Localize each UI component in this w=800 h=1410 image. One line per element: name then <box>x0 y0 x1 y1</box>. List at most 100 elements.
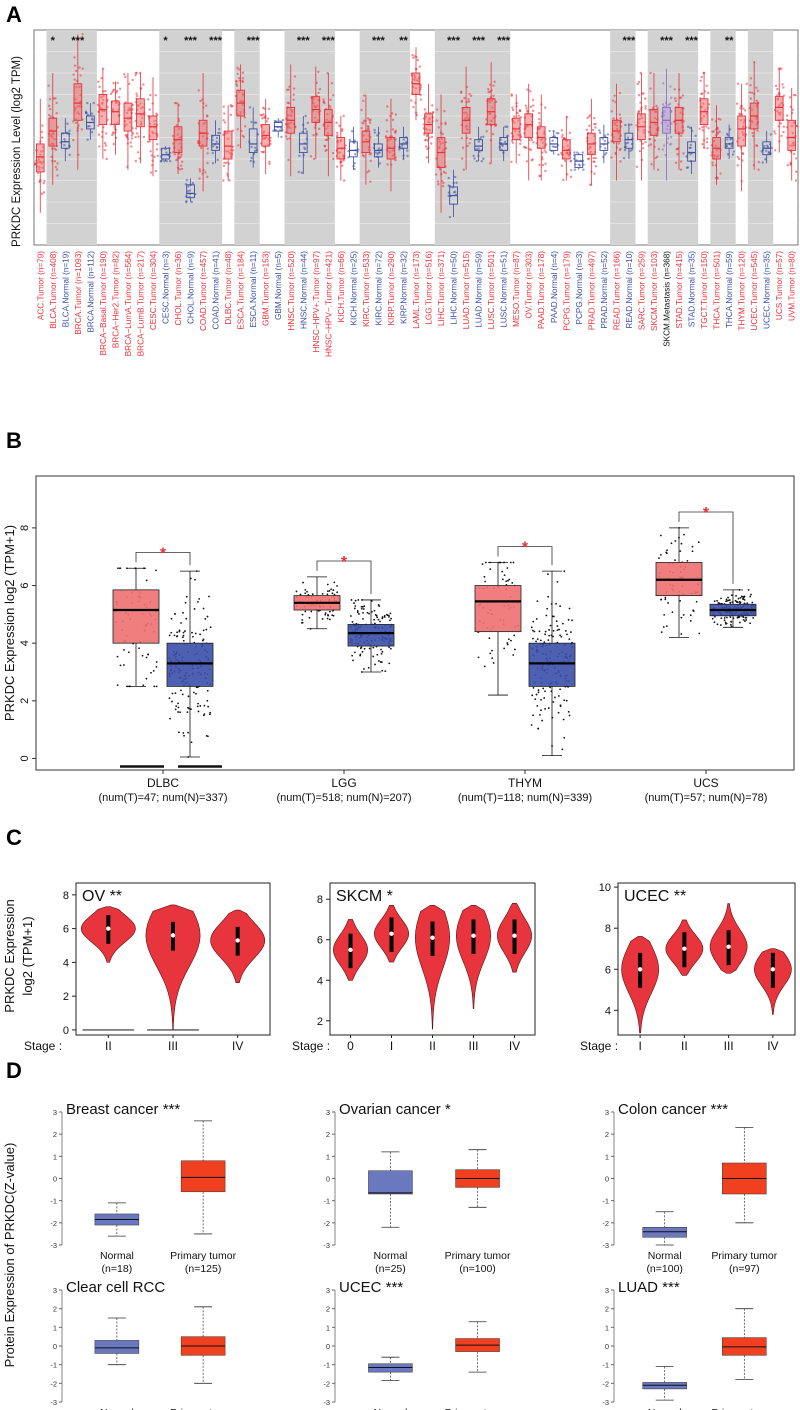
panel-b-point <box>372 646 375 649</box>
panel-a-point <box>104 144 108 147</box>
panel-b-point <box>185 595 188 598</box>
panel-a-point <box>641 147 645 150</box>
panel-b-group-label: UCS <box>693 776 718 790</box>
panel-a-point <box>515 101 518 105</box>
panel-a-xtick-label: PCPG.Tumor (n=179) <box>562 251 571 331</box>
panel-a-point <box>288 85 291 88</box>
panel-a-point <box>211 162 215 165</box>
panel-a-point <box>42 181 45 185</box>
panel-a-point <box>518 109 522 113</box>
panel-b-point <box>197 710 200 713</box>
panel-b-point <box>547 639 550 642</box>
panel-b-point <box>197 702 199 705</box>
panel-b-ytick-label: 4 <box>19 640 31 646</box>
panel-c-ytick-label: 6 <box>63 924 69 936</box>
panel-a-point <box>256 133 260 136</box>
panel-a-point <box>223 112 226 115</box>
panel-b-ytick-label: 6 <box>19 582 31 588</box>
panel-a-point <box>367 169 371 173</box>
panel-a-point <box>241 80 245 84</box>
panel-a-point <box>368 121 372 124</box>
panel-a-point <box>453 175 457 179</box>
panel-a-point <box>472 154 475 158</box>
panel-a-point <box>135 92 138 95</box>
panel-a-point <box>148 108 151 111</box>
panel-a-point <box>266 117 270 120</box>
panel-a-point <box>48 97 52 101</box>
panel-a-significance: *** <box>247 35 261 47</box>
panel-b-point <box>680 633 683 635</box>
panel-a-xtick-label: COAD.Tumor (n=457) <box>199 251 208 331</box>
panel-a-point <box>56 126 59 129</box>
panel-b-point <box>141 654 144 657</box>
panel-a-point <box>755 99 758 103</box>
panel-d-ytick-label: 1 <box>326 1323 330 1332</box>
panel-b-point <box>743 595 746 598</box>
panel-b-box <box>166 642 214 687</box>
panel-b-point <box>543 641 546 643</box>
panel-b-point <box>178 630 181 633</box>
panel-d-title: Clear cell RCC <box>66 1279 165 1296</box>
panel-d-normal-label: Normal <box>648 1250 682 1262</box>
panel-b-point <box>745 616 748 619</box>
panel-a-point <box>576 151 579 154</box>
panel-a-point <box>736 82 740 85</box>
panel-a-point <box>688 146 691 149</box>
panel-b-point <box>749 622 752 625</box>
panel-a-point <box>640 158 644 162</box>
panel-a-point <box>561 133 564 137</box>
panel-a-point <box>150 154 153 157</box>
panel-b-point <box>747 588 750 591</box>
panel-a-point <box>779 122 782 125</box>
panel-b-point <box>155 685 158 688</box>
panel-b-point <box>359 647 362 650</box>
panel-b-point <box>714 615 716 618</box>
panel-b-point <box>332 609 334 612</box>
panel-b-point <box>390 617 393 620</box>
panel-a-point <box>441 184 445 188</box>
panel-a-point <box>786 164 790 167</box>
panel-b-point <box>388 662 391 665</box>
panel-a-point <box>735 102 739 105</box>
panel-b-point <box>742 597 744 600</box>
panel-b-point <box>695 600 698 603</box>
panel-a-point <box>569 159 573 163</box>
panel-b-point <box>547 595 550 598</box>
panel-a-xtick-label: CESC.Normal (n=3) <box>162 251 171 324</box>
panel-a-chart: ACC.Tumor (n=79) * BLCA.Tumor (n=408) BLCA.… <box>11 29 799 357</box>
panel-a-point <box>700 75 703 79</box>
panel-a-box <box>248 128 258 153</box>
panel-b-point <box>203 704 206 707</box>
panel-a-point <box>700 92 703 96</box>
panel-a-point <box>510 139 514 142</box>
panel-a-significance: *** <box>372 35 386 47</box>
panel-a-point <box>795 170 798 173</box>
panel-a-point <box>50 155 53 159</box>
panel-a-point <box>793 152 796 156</box>
panel-a-point <box>178 168 181 171</box>
panel-c-ytick-label: 8 <box>317 894 323 906</box>
panel-a-point <box>215 140 219 144</box>
panel-b-point <box>501 570 504 573</box>
panel-b-point <box>205 628 208 631</box>
panel-a-point <box>504 125 507 128</box>
panel-c-ytick-label: 8 <box>605 923 611 935</box>
panel-a-point <box>231 149 235 152</box>
panel-a-point <box>130 137 134 140</box>
panel-a-box <box>73 83 83 121</box>
panel-b-point <box>746 602 749 605</box>
panel-a-point <box>532 141 535 144</box>
panel-b-point <box>187 695 190 698</box>
panel-a-point <box>650 163 653 166</box>
panel-b-point <box>155 665 158 668</box>
panel-b-point <box>535 640 537 643</box>
panel-a-point <box>782 86 785 89</box>
panel-a-point <box>322 98 325 101</box>
panel-a-point <box>541 151 544 154</box>
panel-a-point <box>223 121 227 124</box>
panel-b-point <box>739 597 742 599</box>
panel-b-point <box>377 604 380 606</box>
panel-a-point <box>530 159 534 162</box>
panel-b-point <box>187 731 190 734</box>
panel-a-point <box>525 146 528 149</box>
